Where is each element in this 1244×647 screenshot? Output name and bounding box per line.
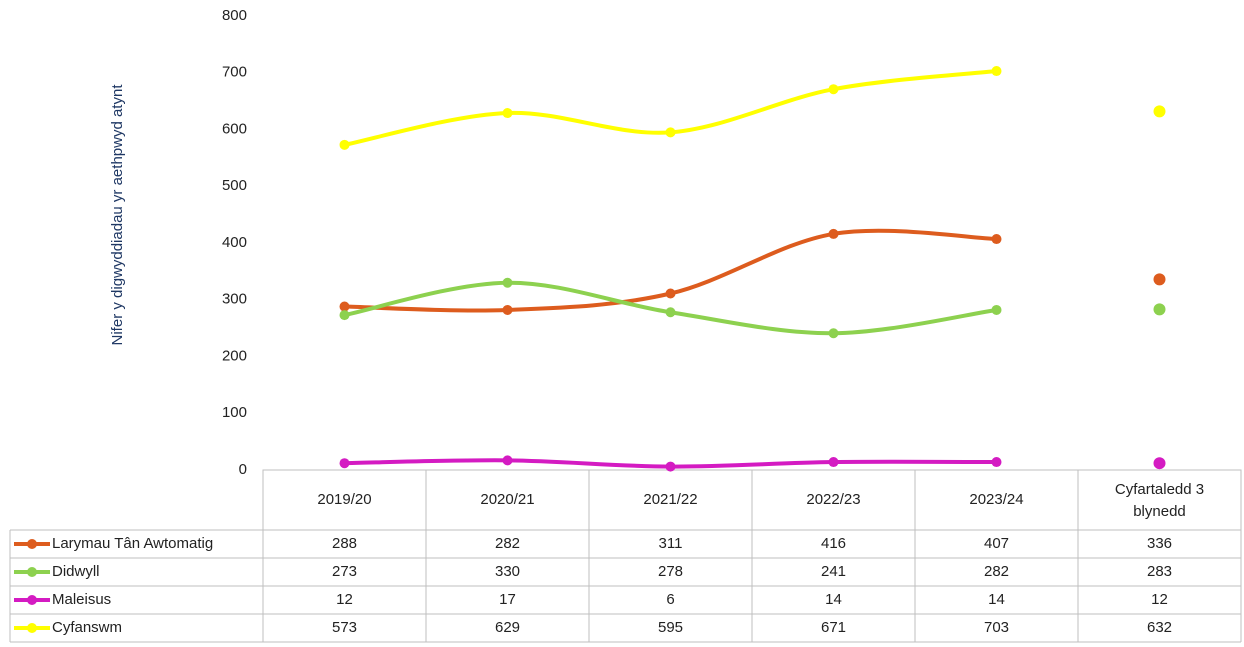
table-value: 241 — [821, 563, 846, 580]
data-point — [502, 277, 513, 288]
category-label: 2019/20 — [317, 491, 371, 508]
data-point — [339, 139, 350, 150]
data-point — [991, 234, 1002, 245]
legend-marker — [27, 539, 37, 549]
data-point — [828, 328, 839, 339]
legend-label: Larymau Tân Awtomatig — [52, 535, 213, 552]
data-point — [991, 304, 1002, 315]
y-tick-label: 800 — [222, 7, 247, 24]
table-value: 416 — [821, 535, 846, 552]
table-value: 407 — [984, 535, 1009, 552]
table-value: 14 — [825, 591, 842, 608]
y-tick-label: 400 — [222, 234, 247, 251]
table-value: 671 — [821, 619, 846, 636]
category-label: Cyfartaledd 3 blynedd — [1115, 481, 1204, 520]
series-line — [344, 228, 997, 313]
category-label: 2021/22 — [643, 491, 697, 508]
table-value: 282 — [495, 535, 520, 552]
y-tick-label: 100 — [222, 404, 247, 421]
category-label: 2023/24 — [969, 491, 1023, 508]
table-value: 703 — [984, 619, 1009, 636]
legend-marker — [27, 567, 37, 577]
data-point — [1153, 303, 1166, 316]
y-axis-label: Nifer y digwyddiadau yr aethpwyd atynt — [109, 84, 126, 346]
table-value: 595 — [658, 619, 683, 636]
legend-label: Didwyll — [52, 563, 100, 580]
data-point — [665, 307, 676, 318]
data-point — [339, 310, 350, 321]
y-tick-label: 500 — [222, 177, 247, 194]
table-value: 336 — [1147, 535, 1172, 552]
data-point — [339, 458, 350, 469]
table-value: 629 — [495, 619, 520, 636]
data-point — [1153, 105, 1166, 118]
data-point — [665, 288, 676, 299]
table-value: 632 — [1147, 619, 1172, 636]
data-point — [502, 108, 513, 119]
table-value: 17 — [499, 591, 516, 608]
data-point — [991, 457, 1002, 468]
data-point — [1153, 457, 1166, 470]
data-point — [339, 301, 350, 312]
table-value: 283 — [1147, 563, 1172, 580]
table-value: 278 — [658, 563, 683, 580]
table-value: 12 — [1151, 591, 1168, 608]
table-value: 573 — [332, 619, 357, 636]
table-value: 14 — [988, 591, 1005, 608]
table-value: 282 — [984, 563, 1009, 580]
table-value: 273 — [332, 563, 357, 580]
data-point — [665, 127, 676, 138]
category-label-line: blynedd — [1133, 503, 1186, 520]
data-point — [1153, 273, 1166, 286]
legend-marker — [27, 623, 37, 633]
legend-label: Maleisus — [52, 591, 111, 608]
data-point — [828, 457, 839, 468]
data-point — [502, 304, 513, 315]
y-tick-label: 300 — [222, 291, 247, 308]
category-label: 2020/21 — [480, 491, 534, 508]
table-value: 311 — [659, 535, 683, 552]
data-point — [665, 461, 676, 472]
data-point — [991, 66, 1002, 77]
y-tick-label: 0 — [239, 461, 247, 478]
legend-marker — [27, 595, 37, 605]
table-value: 330 — [495, 563, 520, 580]
table-value: 12 — [336, 591, 353, 608]
table-value: 6 — [666, 591, 674, 608]
data-point — [828, 228, 839, 239]
table-value: 288 — [332, 535, 357, 552]
category-label: 2022/23 — [806, 491, 860, 508]
legend-label: Cyfanswm — [52, 619, 122, 636]
y-tick-label: 600 — [222, 120, 247, 137]
data-point — [502, 455, 513, 466]
y-tick-label: 200 — [222, 347, 247, 364]
y-tick-label: 700 — [222, 64, 247, 81]
category-label-line: Cyfartaledd 3 — [1115, 481, 1204, 498]
data-point — [828, 84, 839, 95]
